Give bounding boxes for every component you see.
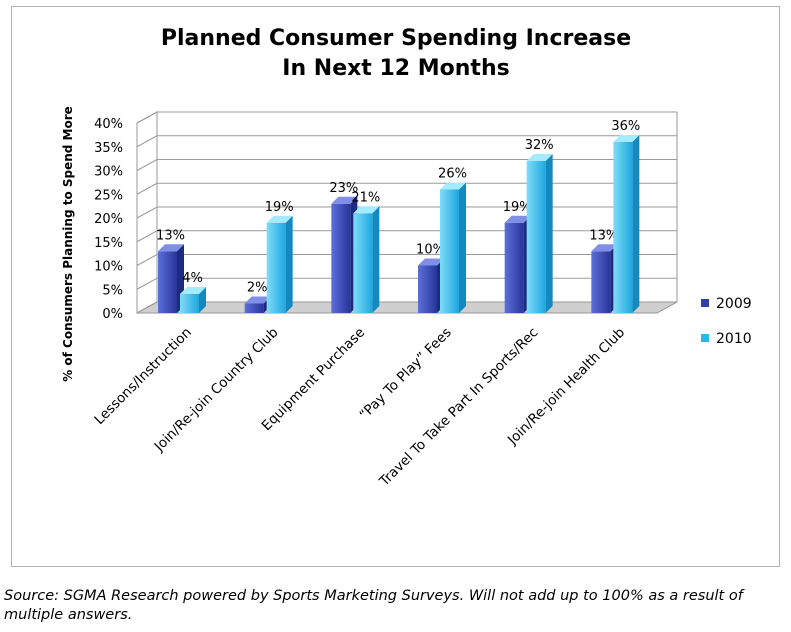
bar-top	[526, 154, 553, 161]
bar-2010-2	[353, 206, 380, 313]
y-tick-label: 0%	[102, 307, 123, 322]
data-label: 19%	[503, 200, 532, 215]
bar-top	[591, 244, 618, 252]
bar-top	[331, 196, 358, 204]
x-tick-label: “Pay To Play” Fees	[356, 325, 454, 423]
bar-side	[459, 182, 466, 313]
bar-2010-4	[526, 154, 553, 313]
gridline	[136, 111, 677, 124]
bar-top	[266, 215, 293, 223]
bar-front	[244, 303, 264, 313]
chart-title: In Next 12 Months	[282, 56, 509, 81]
bar-2010-1	[266, 215, 293, 313]
bar-top	[180, 287, 206, 294]
source-note: Source: SGMA Research powered by Sports …	[4, 588, 743, 623]
gridline	[136, 159, 677, 171]
gridline	[136, 182, 677, 195]
data-label: 23%	[329, 181, 358, 196]
bar-side	[372, 206, 380, 313]
data-label: 13%	[156, 228, 185, 243]
bar-front	[526, 161, 546, 313]
x-tick-label: Lessons/Instruction	[91, 325, 194, 428]
bar-2010-0	[180, 287, 206, 313]
bar-front	[331, 203, 351, 313]
bar-front	[180, 294, 199, 313]
bar-side	[632, 135, 640, 313]
bar-top	[244, 296, 271, 304]
bar-top	[440, 182, 466, 190]
bar-side	[285, 215, 293, 313]
bar-2010-5	[613, 135, 640, 313]
y-tick-label: 20%	[94, 212, 123, 227]
y-tick-label: 40%	[94, 117, 123, 132]
legend-swatch-2009	[701, 299, 709, 307]
bar-top	[158, 244, 184, 252]
legend-label-2010: 2010	[716, 331, 752, 347]
y-tick-label: 30%	[94, 165, 123, 180]
gridline	[136, 254, 677, 266]
legend-swatch-2010	[701, 334, 709, 342]
bar-top	[353, 206, 380, 214]
gridline	[136, 135, 677, 148]
gridline	[136, 206, 677, 219]
data-label: 2%	[247, 281, 268, 296]
bar-side	[545, 154, 553, 313]
bar-top	[613, 135, 640, 142]
data-label: 13%	[589, 228, 618, 243]
data-label: 36%	[611, 119, 640, 134]
data-label: 10%	[416, 243, 445, 258]
data-label: 4%	[182, 271, 203, 286]
data-label: 19%	[265, 200, 294, 215]
y-tick-label: 10%	[94, 260, 123, 275]
y-tick-label: 35%	[94, 141, 123, 156]
bar-top	[418, 258, 444, 266]
bar-front	[613, 142, 633, 313]
bar-front	[353, 213, 373, 313]
chart-title: Planned Consumer Spending Increase	[161, 26, 631, 51]
bar-front	[504, 222, 524, 313]
y-tick-label: 5%	[102, 283, 123, 298]
y-tick-label: 15%	[94, 236, 123, 251]
bar-side	[199, 287, 206, 313]
gridline	[136, 230, 677, 243]
legend-label-2009: 2009	[716, 296, 752, 312]
bar-top	[504, 215, 531, 223]
y-axis-label: % of Consumers Planning to Spend More	[61, 106, 75, 382]
gridline	[136, 277, 677, 290]
bar-front	[591, 251, 611, 313]
gridline	[136, 301, 677, 314]
bar-2010-3	[440, 182, 466, 313]
bar-front	[418, 265, 437, 313]
bar-chart: 0% 5% 10% 15% 20% 25% 30% 35% 40% Planned Consume…	[61, 26, 752, 491]
bar-front	[266, 222, 286, 313]
y-tick-label: 25%	[94, 188, 123, 203]
data-label: 26%	[438, 167, 467, 182]
data-label: 32%	[525, 138, 554, 153]
bar-front	[440, 189, 459, 313]
bar-front	[158, 251, 177, 313]
data-label: 21%	[351, 190, 380, 205]
x-tick-label: Travel To Take Part In Sports/Rec	[376, 325, 542, 491]
